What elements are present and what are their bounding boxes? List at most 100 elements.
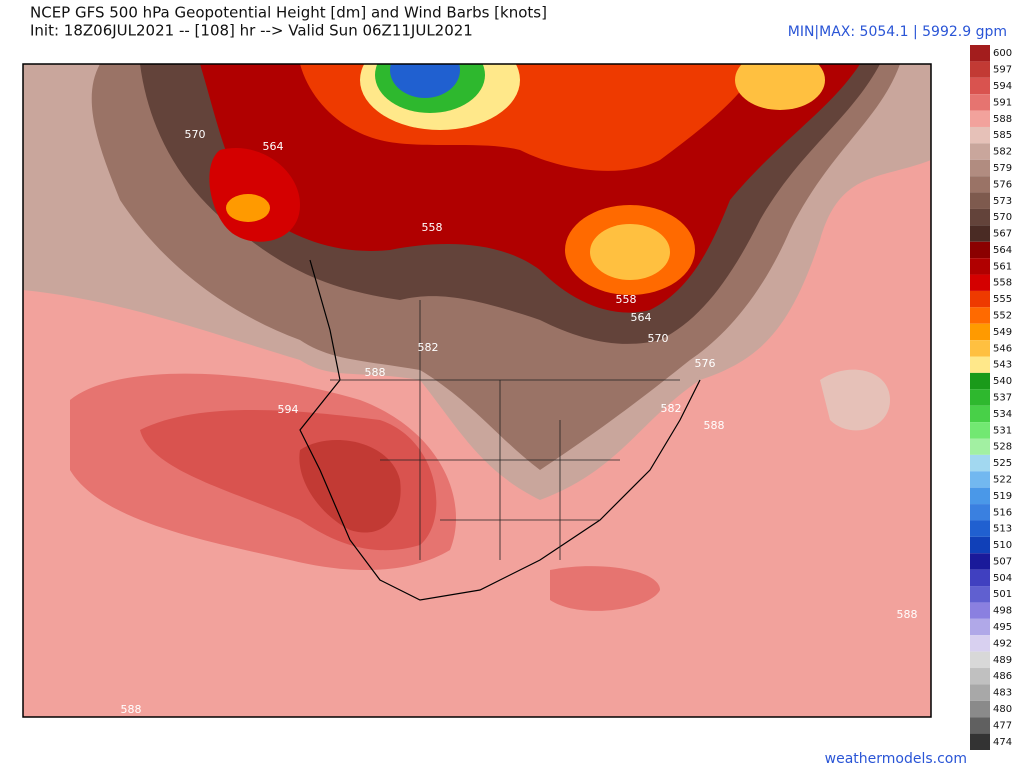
colorbar-cell [970,340,990,357]
colorbar-label: 501 [993,589,1012,600]
colorbar-cell [970,258,990,275]
colorbar-label: 567 [993,229,1012,240]
contour-label: 588 [365,366,386,379]
colorbar-label: 600 [993,48,1012,59]
colorbar-cell [970,733,990,750]
contour-label: 558 [422,221,443,234]
colorbar-label: 561 [993,261,1012,272]
colorbar-cell [970,389,990,406]
contour-label: 594 [278,403,299,416]
colorbar-cell [970,307,990,324]
coastline [299,259,701,601]
colorbar-cell [970,323,990,341]
colorbar-cell [970,356,990,373]
map-subtitle: Init: 18Z06JUL2021 -- [108] hr --> Valid… [30,22,473,40]
colorbar-label: 510 [993,540,1012,551]
colorbar-cell [970,241,990,259]
low-center [735,64,825,110]
colorbar-cell [970,126,990,144]
footer: weathermodels.com [825,751,967,767]
colorbar-label: 552 [993,311,1012,322]
colorbar-label: 504 [993,573,1012,584]
colorbar-label: 522 [993,474,1012,485]
low-center [390,64,460,98]
colorbar-cell [970,61,990,78]
colorbar-label: 489 [993,655,1012,666]
contour-label: 588 [704,419,725,432]
colorbar-label: 495 [993,622,1012,633]
colorbar-label: 507 [993,556,1012,567]
contour-label: 588 [897,608,918,621]
colorbar-cell [970,684,990,701]
colorbar-cell [970,405,990,423]
colorbar-label: 546 [993,343,1012,354]
colorbar-label: 519 [993,491,1012,502]
colorbar-label: 474 [993,737,1012,748]
min-max: MIN|MAX: 5054.1 | 5992.9 gpm [788,24,1007,40]
colorbar-cell [970,110,990,127]
colorbar-label: 477 [993,720,1012,731]
colorbar-cell [970,651,990,669]
colorbar-label: 531 [993,425,1012,436]
high-center [299,440,401,533]
colorbar-cell [970,94,990,111]
colorbar-cell [970,602,990,619]
colorbar-label: 555 [993,294,1012,305]
colorbar-label: 525 [993,458,1012,469]
colorbar-cell [970,372,990,390]
colorbar-cell [970,208,990,226]
colorbar-label: 549 [993,327,1012,338]
colorbar-label: 540 [993,376,1012,387]
colorbar-cell [970,274,990,291]
colorbar-label: 576 [993,179,1012,190]
colorbar-cell [970,668,990,685]
colorbar-cell [970,176,990,193]
contour-label: 558 [616,293,637,306]
contour-label: 582 [661,402,682,415]
colorbar-label: 486 [993,671,1012,682]
map-title: NCEP GFS 500 hPa Geopotential Height [dm… [30,4,547,22]
contour-label: 582 [418,341,439,354]
map [23,64,931,717]
colorbar-label: 534 [993,409,1012,420]
colorbar-label: 498 [993,606,1012,617]
colorbar-label: 492 [993,638,1012,649]
colorbar-label: 573 [993,196,1012,207]
map-frame [22,63,932,718]
contour-label: 564 [631,311,652,324]
colorbar-label: 591 [993,97,1012,108]
height-zone [550,566,660,611]
colorbar-label: 516 [993,507,1012,518]
colorbar-cell [970,700,990,718]
colorbar-cell [970,569,990,587]
colorbar-label: 528 [993,442,1012,453]
colorbar-label: 582 [993,147,1012,158]
colorbar-label: 537 [993,393,1012,404]
colorbar-cell [970,438,990,455]
colorbar-cell [970,471,990,488]
colorbar-label: 585 [993,130,1012,141]
colorbar-cell [970,422,990,439]
colorbar-cell [970,225,990,242]
colorbar-cell [970,717,990,734]
borders [330,300,680,560]
contour-label: 570 [648,332,669,345]
contour-label: 588 [121,703,142,716]
contour-label: 576 [695,357,716,370]
colorbar-cell [970,290,990,308]
low-center [226,194,270,222]
colorbar-cell [970,454,990,472]
low-center [590,224,670,280]
colorbar-label: 483 [993,688,1012,699]
colorbar-label: 588 [993,114,1012,125]
colorbar-cell [970,586,990,603]
colorbar-label: 564 [993,245,1012,256]
colorbar-label: 543 [993,360,1012,371]
colorbar-label: 594 [993,81,1012,92]
colorbar-label: 558 [993,278,1012,289]
colorbar-cell [970,520,990,537]
colorbar-cell [970,77,990,95]
contour-label: 570 [185,128,206,141]
colorbar-label: 597 [993,65,1012,76]
